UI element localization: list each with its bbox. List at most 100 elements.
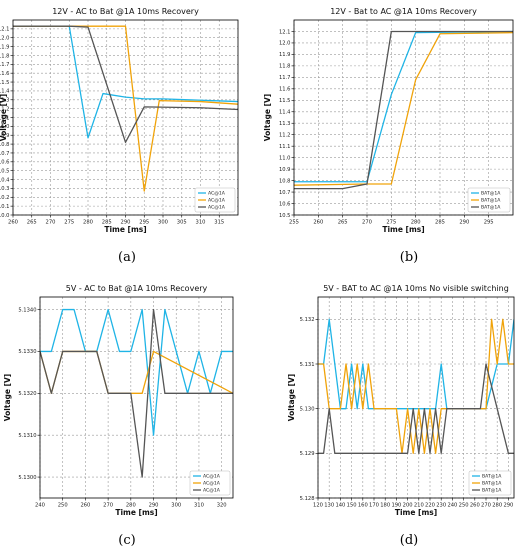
y-tick-label: 5.1300 — [18, 475, 36, 481]
x-tick-label: 275 — [64, 220, 74, 226]
chart-title: 12V - AC to Bat @1A 10ms Recovery — [52, 7, 199, 16]
x-tick-label: 250 — [58, 503, 68, 509]
x-tick-label: 270 — [362, 220, 372, 226]
x-tick-label: 290 — [149, 503, 159, 509]
x-tick-label: 150 — [347, 503, 357, 509]
series-line-1 — [13, 25, 238, 139]
chart-3: 240 250 260 270 280 290 300 310 320 5.1300 5.1310 5… — [3, 284, 234, 517]
x-tick-label: 300 — [171, 503, 181, 509]
y-tick-label: 10.7 — [0, 151, 10, 157]
chart-title: 5V - BAT to AC @1A 10ms No visible switc… — [323, 284, 509, 293]
plot-frame — [12, 19, 239, 216]
y-tick-label: 11.9 — [0, 44, 10, 50]
y-tick-label: 10.0 — [0, 213, 10, 219]
y-tick-label: 11.9 — [279, 52, 291, 58]
plot-frame — [317, 296, 515, 499]
x-tick-label: 305 — [177, 220, 187, 226]
series-group — [13, 25, 238, 192]
y-tick-label: 10.7 — [279, 190, 291, 196]
panel-label-c: (c) — [118, 533, 136, 548]
y-tick-label: 11.8 — [0, 53, 10, 59]
x-tick-label: 180 — [380, 503, 390, 509]
x-tick-label: 260 — [80, 503, 90, 509]
series-line-3 — [13, 25, 238, 143]
series-line-1 — [294, 30, 513, 183]
series-line-1 — [40, 308, 233, 436]
plot-frame — [39, 296, 234, 499]
y-axis-label: Voltage [V] — [3, 374, 12, 422]
legend-label: AC@1A — [203, 481, 221, 487]
y-tick-label: 11.0 — [0, 124, 10, 130]
y-tick-label: 12.1 — [0, 27, 10, 33]
y-tick-label: 11.1 — [0, 115, 10, 121]
y-tick-label: 5.1320 — [18, 391, 36, 397]
x-tick-label: 130 — [324, 503, 334, 509]
legend-label: BAT@1A — [482, 481, 502, 487]
chart-1: 260 265 270 275 280 285 290 295 300 305 310 315 10.0… — [0, 7, 239, 234]
x-tick-label: 280 — [492, 503, 502, 509]
legend-label: AC@1A — [208, 198, 226, 204]
x-tick-label: 310 — [194, 503, 204, 509]
y-tick-label: 11.4 — [0, 89, 10, 95]
y-axis-label: Voltage [V] — [263, 94, 272, 142]
y-tick-label: 11.1 — [279, 144, 291, 150]
series-line-2 — [294, 31, 513, 186]
chart-title: 12V - Bat to AC @1A 10ms Recovery — [330, 7, 477, 16]
legend-box — [467, 187, 511, 213]
y-tick-label: 11.3 — [0, 98, 10, 104]
panel-label-d: (d) — [399, 533, 419, 548]
legend-box — [194, 187, 236, 213]
x-tick-label: 300 — [158, 220, 168, 226]
y-tick-label: 11.2 — [279, 133, 291, 139]
y-tick-label: 5.1310 — [18, 433, 36, 439]
y-tick-label: 11.6 — [279, 87, 291, 93]
series-line-3 — [318, 363, 514, 454]
y-tick-label: 11.8 — [279, 64, 291, 70]
series-group — [40, 308, 233, 478]
series-line-3 — [40, 308, 233, 478]
y-tick-label: 5.128 — [300, 496, 315, 502]
x-tick-label: 255 — [289, 220, 299, 226]
chart-title: 5V - AC to Bat @1A 10ms Recovery — [66, 284, 208, 293]
legend-label: AC@1A — [203, 474, 221, 480]
y-tick-label: 11.7 — [0, 62, 10, 68]
x-tick-label: 270 — [481, 503, 491, 509]
y-tick-label: 5.129 — [300, 451, 315, 457]
y-tick-label: 10.1 — [0, 204, 10, 210]
x-tick-label: 290 — [459, 220, 469, 226]
legend-label: BAT@1A — [481, 191, 501, 197]
x-tick-label: 290 — [121, 220, 131, 226]
series-line-3 — [294, 30, 513, 190]
chart-4: 120 130 140 150 160 170 180 190 200 210 220 230 240 2… — [287, 284, 515, 517]
x-tick-label: 220 — [425, 503, 435, 509]
x-tick-label: 200 — [403, 503, 413, 509]
x-axis-label: Time [ms] — [395, 508, 437, 517]
x-tick-label: 285 — [102, 220, 112, 226]
x-tick-label: 290 — [503, 503, 513, 509]
y-tick-label: 11.3 — [279, 121, 291, 127]
x-tick-label: 295 — [484, 220, 494, 226]
y-tick-label: 11.2 — [0, 106, 10, 112]
y-tick-label: 10.8 — [279, 178, 291, 184]
panel-label-a: (a) — [118, 250, 136, 265]
y-tick-label: 10.9 — [0, 133, 10, 139]
x-tick-label: 140 — [335, 503, 345, 509]
legend-label: AC@1A — [208, 191, 226, 197]
x-tick-label: 310 — [196, 220, 206, 226]
x-tick-label: 295 — [139, 220, 149, 226]
x-tick-label: 240 — [447, 503, 457, 509]
x-tick-label: 260 — [470, 503, 480, 509]
y-tick-label: 10.6 — [279, 201, 291, 207]
y-tick-label: 5.1330 — [18, 349, 36, 355]
x-tick-label: 210 — [414, 503, 424, 509]
series-line-2 — [318, 318, 514, 454]
legend-box — [468, 470, 512, 496]
x-tick-label: 275 — [386, 220, 396, 226]
y-tick-label: 11.5 — [279, 98, 291, 104]
y-tick-label: 11.6 — [0, 71, 10, 77]
x-tick-label: 160 — [358, 503, 368, 509]
x-tick-label: 190 — [391, 503, 401, 509]
